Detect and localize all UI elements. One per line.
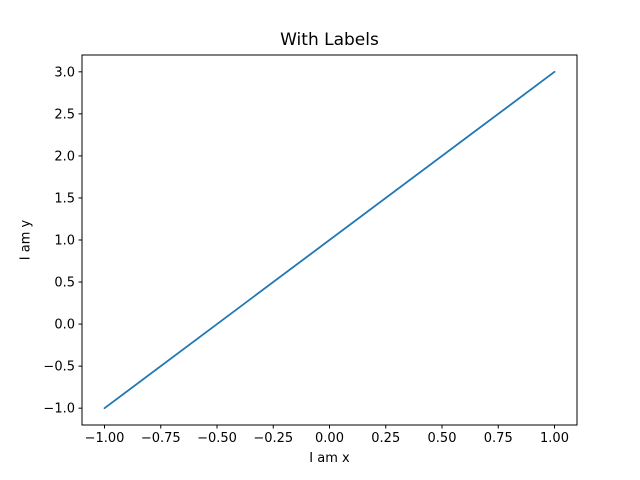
y-tick-label: −1.0 <box>43 402 75 417</box>
y-tick-label: 2.0 <box>54 149 75 164</box>
y-tick-label: 0.5 <box>54 276 75 291</box>
data-line <box>103 70 556 410</box>
y-tick-label: 0.0 <box>54 318 75 333</box>
y-tick-label: −0.5 <box>43 360 75 375</box>
x-tick-label: 1.00 <box>540 431 569 446</box>
y-tick-label: 1.0 <box>54 234 75 249</box>
x-tick-label: 0.50 <box>428 431 457 446</box>
x-axis-label: I am x <box>309 451 350 466</box>
x-tick-label: −0.75 <box>141 431 181 446</box>
x-tick-label: −0.25 <box>253 431 293 446</box>
x-tick-label: −0.50 <box>197 431 237 446</box>
x-tick-label: 0.00 <box>315 431 344 446</box>
chart-title: With Labels <box>280 30 379 50</box>
y-axis-label: I am y <box>18 219 34 261</box>
y-tick-label: 1.5 <box>54 191 75 206</box>
x-tick-label: −1.00 <box>85 431 125 446</box>
y-tick-label: 2.5 <box>54 107 75 122</box>
x-tick-label: 0.75 <box>484 431 513 446</box>
x-tick-label: 0.25 <box>371 431 400 446</box>
y-tick-label: 3.0 <box>54 65 75 80</box>
